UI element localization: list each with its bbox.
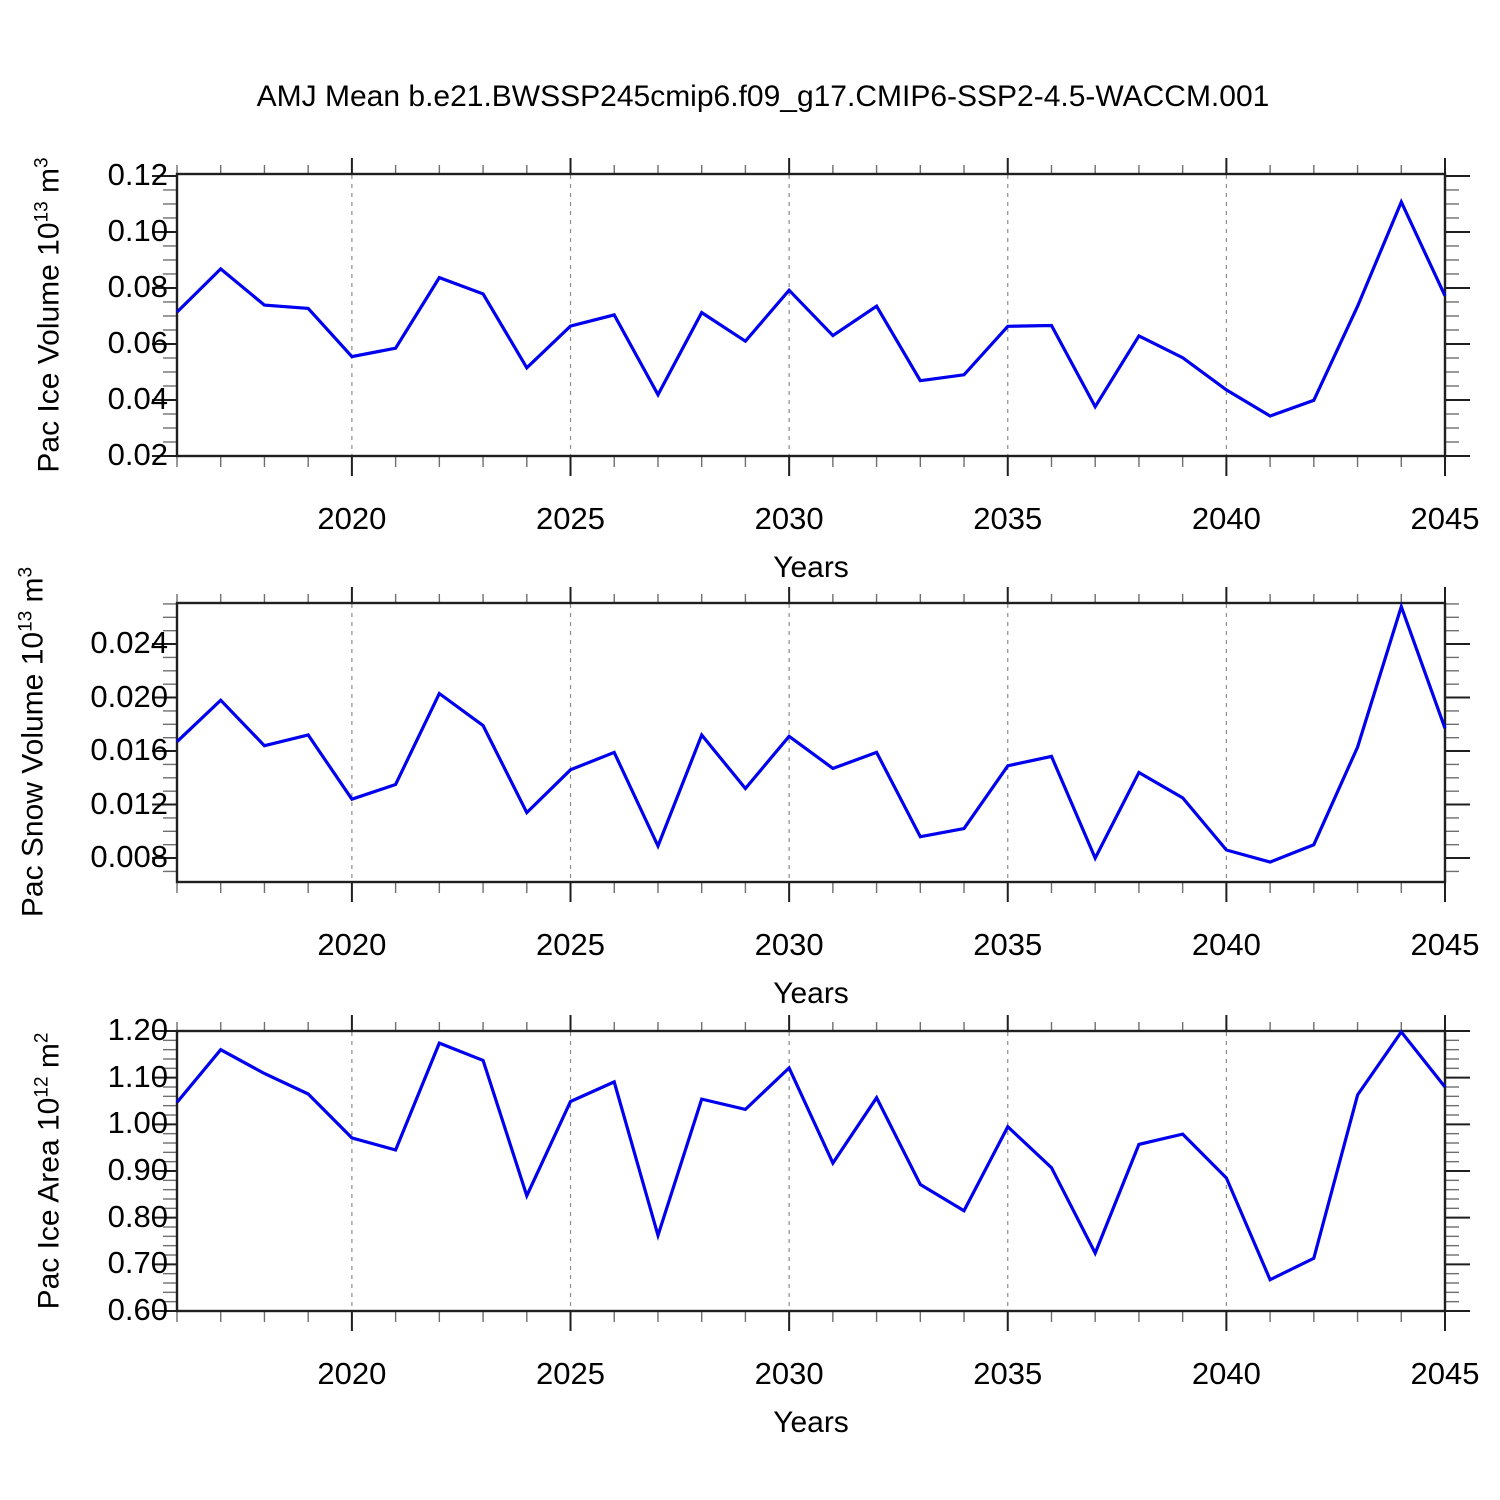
x-tick-label: 2045: [1410, 1356, 1480, 1391]
x-axis-title-plot1: Years: [773, 551, 849, 584]
line-series-plot3: [175, 1029, 1447, 1282]
x-tick-label: 2045: [1410, 927, 1480, 962]
x-tick-label: 2020: [317, 501, 387, 536]
plot-frame: [175, 172, 1447, 458]
y-tick-label: 0.016: [90, 732, 168, 768]
y-tick-label: 0.012: [90, 785, 168, 821]
x-tick-label: 2040: [1191, 501, 1261, 536]
x-axis-title-plot2: Years: [773, 977, 849, 1010]
x-tick-label: 2025: [536, 501, 605, 536]
y-tick-label: 0.70: [107, 1245, 168, 1281]
y-tick-label: 0.08: [107, 268, 168, 304]
x-tick-label: 2030: [754, 1356, 824, 1391]
y-tick-label: 1.10: [107, 1058, 168, 1094]
x-tick-label: 2035: [973, 927, 1043, 962]
y-tick-label: 0.12: [107, 156, 168, 192]
y-tick-label: 0.020: [90, 678, 168, 714]
x-tick-label: 2030: [754, 927, 824, 962]
x-axis-title-plot3: Years: [773, 1406, 849, 1439]
y-tick-label: 1.20: [107, 1012, 168, 1047]
x-tick-label: 2025: [536, 1356, 605, 1391]
line-series-plot2: [175, 601, 1447, 864]
x-tick-label: 2030: [754, 501, 824, 536]
y-tick-label: 0.024: [90, 625, 168, 661]
chart-title: AMJ Mean b.e21.BWSSP245cmip6.f09_g17.CMI…: [256, 80, 1270, 113]
x-tick-label: 2025: [536, 927, 605, 962]
y-tick-label: 0.90: [107, 1152, 168, 1187]
y-tick-label: 0.60: [107, 1292, 168, 1327]
x-tick-label: 2035: [973, 1356, 1043, 1391]
x-tick-label: 2020: [317, 1356, 387, 1391]
y-tick-label: 0.02: [107, 437, 168, 472]
x-tick-label: 2045: [1410, 501, 1480, 536]
x-tick-label: 2020: [317, 927, 387, 962]
y-tick-label: 0.04: [107, 380, 168, 416]
line-series-plot1: [175, 198, 1447, 418]
y-tick-label: 0.06: [107, 324, 168, 360]
plot-frame: [175, 601, 1447, 884]
plot-frame: [175, 1029, 1447, 1313]
y-tick-label: 0.80: [107, 1198, 168, 1234]
x-tick-label: 2035: [973, 501, 1043, 536]
x-tick-label: 2040: [1191, 1356, 1261, 1391]
y-tick-label: 0.10: [107, 212, 168, 248]
x-tick-label: 2040: [1191, 927, 1261, 962]
y-tick-label: 1.00: [107, 1105, 168, 1141]
y-tick-label: 0.008: [90, 839, 168, 875]
